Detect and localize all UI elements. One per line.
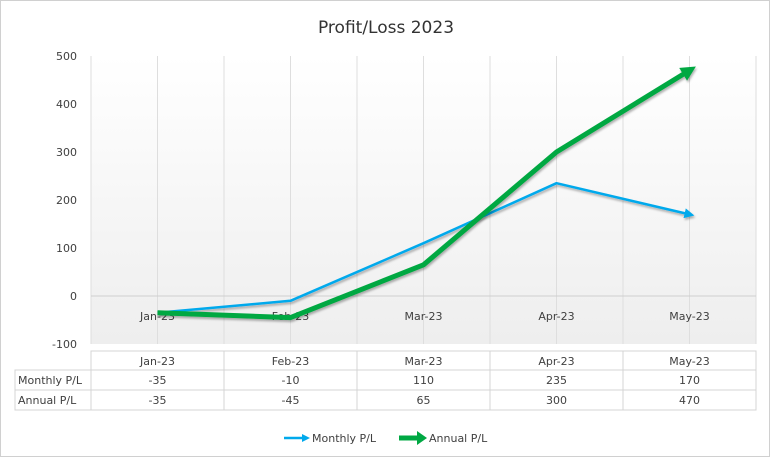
legend-item[interactable]: Monthly P/L	[284, 432, 377, 445]
x-tick-label: Mar-23	[404, 310, 442, 323]
table-cell: 170	[679, 374, 700, 387]
x-tick-label: May-23	[669, 310, 710, 323]
table-header-cell: Mar-23	[404, 355, 442, 368]
y-tick-label: 300	[56, 146, 77, 159]
table-cell: 235	[546, 374, 567, 387]
chart-title: Profit/Loss 2023	[318, 18, 454, 38]
table-cell: 110	[413, 374, 434, 387]
y-tick-label: 100	[56, 242, 77, 255]
table-cell: 65	[417, 394, 431, 407]
legend-arrow-icon	[417, 431, 427, 445]
table-cell: 300	[546, 394, 567, 407]
table-cell: -10	[282, 374, 300, 387]
table-header-cell: Apr-23	[538, 355, 574, 368]
legend-label: Annual P/L	[429, 432, 488, 445]
table-header-cell: Jan-23	[139, 355, 175, 368]
x-tick-label: Apr-23	[538, 310, 574, 323]
y-tick-label: 200	[56, 194, 77, 207]
y-tick-label: 500	[56, 50, 77, 63]
legend-item[interactable]: Annual P/L	[399, 431, 488, 445]
y-tick-label: -100	[52, 338, 77, 351]
table-cell: -35	[149, 394, 167, 407]
table-cell: -35	[149, 374, 167, 387]
table-header-cell: Feb-23	[272, 355, 309, 368]
y-tick-label: 400	[56, 98, 77, 111]
table-cell: -45	[282, 394, 300, 407]
y-tick-label: 0	[70, 290, 77, 303]
table-row-label: Monthly P/L	[18, 374, 83, 387]
table-cell: 470	[679, 394, 700, 407]
legend-arrow-icon	[302, 434, 310, 442]
legend-label: Monthly P/L	[312, 432, 377, 445]
table-header-cell: May-23	[669, 355, 710, 368]
table-row-label: Annual P/L	[18, 394, 77, 407]
